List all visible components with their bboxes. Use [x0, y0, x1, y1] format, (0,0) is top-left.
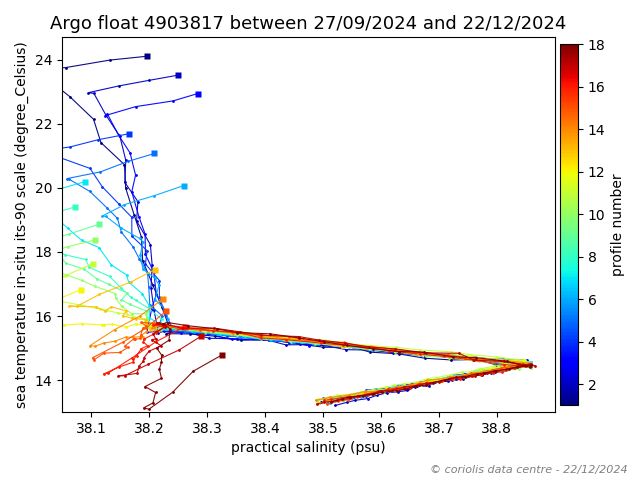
Y-axis label: profile number: profile number	[611, 173, 625, 276]
Y-axis label: sea temperature in-situ its-90 scale (degree_Celsius): sea temperature in-situ its-90 scale (de…	[15, 41, 29, 408]
Text: © coriolis data centre - 22/12/2024: © coriolis data centre - 22/12/2024	[429, 465, 627, 475]
X-axis label: practical salinity (psu): practical salinity (psu)	[231, 442, 386, 456]
Title: Argo float 4903817 between 27/09/2024 and 22/12/2024: Argo float 4903817 between 27/09/2024 an…	[51, 15, 566, 33]
